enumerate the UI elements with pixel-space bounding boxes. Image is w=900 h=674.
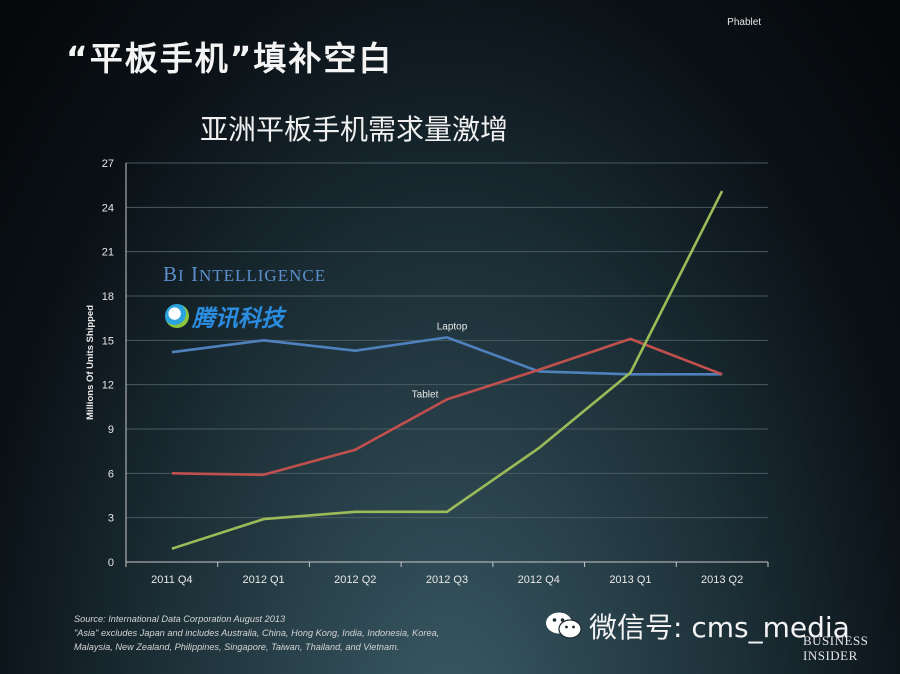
series-line-tablet: [171, 337, 723, 477]
x-tick-label: 2012 Q3: [426, 574, 468, 586]
source-line: Malaysia, New Zealand, Philippines, Sing…: [74, 642, 400, 652]
tencent-tech-watermark: 腾讯科技: [165, 301, 284, 332]
x-tick-label: 2012 Q1: [242, 574, 284, 586]
source-line: "Asia" excludes Japan and includes Austr…: [74, 628, 440, 638]
x-tick-label: 2013 Q2: [701, 574, 743, 586]
business-insider-logo: BUSINESS INSIDER: [803, 633, 869, 663]
x-tick-label: 2012 Q4: [518, 574, 560, 586]
bi-intelligence-watermark: BI INTELLIGENCE: [163, 262, 327, 286]
series-label-phablet: Phablet: [727, 17, 761, 28]
tencent-logo-icon: [165, 304, 189, 328]
y-tick-label: 12: [102, 380, 114, 392]
x-tick-label: 2011 Q4: [151, 574, 192, 586]
y-axis-label: Millions Of Units Shipped: [85, 305, 96, 420]
chart-title: 亚洲平板手机需求量激增: [200, 113, 509, 146]
source-note: Source: International Data Corporation A…: [74, 612, 544, 654]
series-line-phablet: [171, 190, 724, 550]
wechat-watermark: 微信号: cms_media: [545, 608, 850, 644]
series-label-laptop: Laptop: [437, 321, 468, 332]
series-label-tablet: Tablet: [412, 389, 439, 400]
wechat-label: 微信号: cms_media: [589, 611, 850, 644]
y-tick-label: 24: [102, 202, 114, 214]
y-tick-label: 18: [102, 291, 114, 303]
wechat-icon: [546, 612, 582, 639]
x-tick-label: 2012 Q2: [334, 574, 376, 586]
y-tick-label: 9: [108, 424, 114, 436]
y-tick-label: 21: [102, 247, 114, 259]
y-tick-label: 3: [108, 513, 114, 525]
source-line: Source: International Data Corporation A…: [74, 614, 286, 624]
y-tick-label: 27: [102, 158, 114, 170]
y-tick-label: 0: [108, 557, 114, 569]
x-tick-label: 2013 Q1: [609, 574, 651, 586]
page-title: “平板手机”填补空白: [66, 39, 394, 78]
y-tick-label: 6: [108, 468, 114, 480]
y-tick-label: 15: [102, 335, 114, 347]
tencent-tech-label: 腾讯科技: [192, 306, 284, 332]
